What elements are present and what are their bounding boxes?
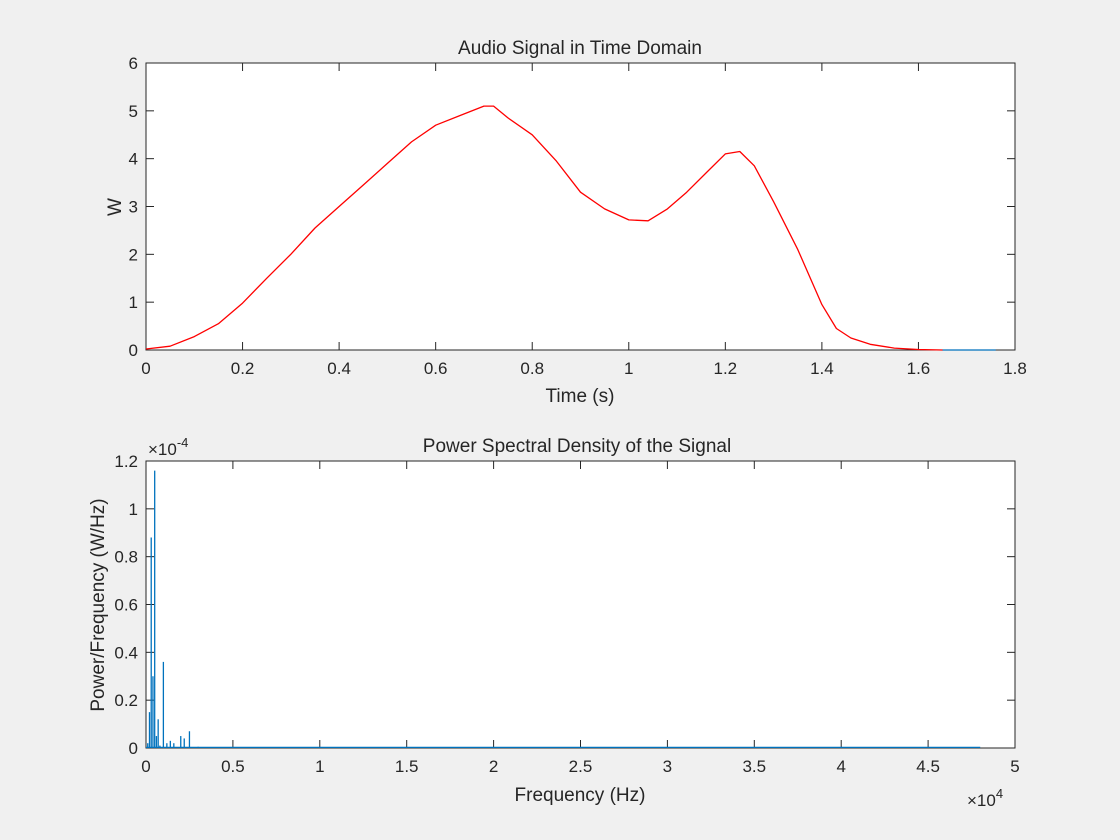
psd-xtick-label: 5	[1010, 757, 1019, 776]
psd-ytick-label: 0	[129, 739, 138, 758]
psd-ytick-label: 1.2	[114, 452, 138, 471]
time-domain-plot-area	[145, 62, 1016, 351]
time-domain-xtick-label: 0.4	[327, 359, 351, 378]
time-domain-xtick-group: 0 0.2 0.4 0.6 0.8 1 1.2 1.4 1.6 1.8	[141, 63, 1027, 378]
psd-xtick-label: 4	[836, 757, 845, 776]
time-domain-ytick-label: 1	[129, 293, 138, 312]
psd-ytick-label: 0.8	[114, 548, 138, 567]
psd-xtick-label: 1	[315, 757, 324, 776]
time-domain-xtick-label: 1.2	[714, 359, 738, 378]
psd-ytick-group: 0 0.2 0.4 0.6 0.8 1 1.2	[114, 452, 1015, 758]
time-domain-xtick-label: 1	[624, 359, 633, 378]
time-domain-ytick-label: 6	[129, 54, 138, 73]
psd-xtick-label: 3	[663, 757, 672, 776]
time-domain-ytick-label: 4	[129, 150, 138, 169]
psd-ytick-label: 0.2	[114, 691, 138, 710]
time-domain-ytick-label: 2	[129, 245, 138, 264]
time-domain-axes: 0 0.2 0.4 0.6 0.8 1 1.2 1.4 1.6 1.8 0 1 2 3 4 5 6 Audio…	[105, 38, 1027, 407]
psd-xtick-group: 0 0.5 1 1.5 2 2.5 3 3.5 4 4.5 5	[141, 461, 1020, 776]
psd-xtick-label: 1.5	[395, 757, 419, 776]
time-domain-series-line-0	[145, 105, 943, 351]
time-domain-ytick-label: 5	[129, 102, 138, 121]
time-domain-series-group	[145, 105, 996, 351]
time-domain-ytick-group: 0 1 2 3 4 5 6	[129, 54, 1015, 360]
time-domain-xtick-label: 0.6	[424, 359, 448, 378]
psd-ytick-label: 1	[129, 500, 138, 519]
psd-y-multiplier-base: ×10	[148, 440, 177, 459]
psd-xtick-label: 2	[489, 757, 498, 776]
psd-x-multiplier-exponent: 4	[996, 786, 1003, 801]
time-domain-xtick-label: 0.2	[231, 359, 255, 378]
psd-ytick-label: 0.6	[114, 596, 138, 615]
time-domain-xtick-label: 0	[141, 359, 150, 378]
psd-xtick-label: 0.5	[221, 757, 245, 776]
psd-series-group	[146, 470, 981, 749]
psd-y-multiplier: ×10-4	[148, 435, 188, 459]
time-domain-ytick-label: 0	[129, 341, 138, 360]
time-domain-xtick-label: 1.4	[810, 359, 834, 378]
psd-xtick-label: 0	[141, 757, 150, 776]
time-domain-y-axis-label: W	[105, 198, 126, 216]
psd-y-axis-label: Power/Frequency (W/Hz)	[88, 498, 109, 711]
time-domain-x-axis-label: Time (s)	[546, 386, 615, 407]
psd-plot-area	[145, 460, 1016, 749]
psd-y-multiplier-exponent: -4	[177, 435, 189, 450]
psd-x-axis-label: Frequency (Hz)	[515, 785, 646, 806]
time-domain-xtick-label: 1.8	[1003, 359, 1027, 378]
psd-x-multiplier: ×104	[967, 786, 1003, 810]
time-domain-title: Audio Signal in Time Domain	[458, 38, 702, 59]
psd-xtick-label: 2.5	[569, 757, 593, 776]
psd-axes: 0 0.5 1 1.5 2 2.5 3 3.5 4 4.5 5 00.20.40.60.811.2 …	[88, 435, 1020, 810]
psd-ytick-label: 0.4	[114, 643, 138, 662]
psd-title: Power Spectral Density of the Signal	[423, 436, 731, 457]
psd-xtick-label: 4.5	[916, 757, 940, 776]
time-domain-xtick-label: 0.8	[520, 359, 544, 378]
time-domain-ytick-label: 3	[129, 198, 138, 217]
psd-x-multiplier-base: ×10	[967, 791, 996, 810]
psd-xtick-label: 3.5	[742, 757, 766, 776]
time-domain-xtick-label: 1.6	[907, 359, 931, 378]
